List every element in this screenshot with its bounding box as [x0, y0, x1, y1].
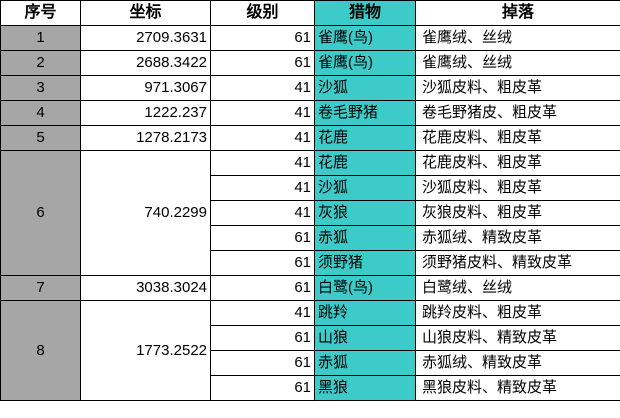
index-cell: 5: [0, 125, 81, 151]
index-cell: 8: [0, 300, 81, 401]
level-cell: 61: [210, 50, 315, 76]
table-row: 1 2709.3631 61 雀鹰(鸟) 雀鹰绒、丝绒: [0, 25, 620, 51]
drop-cell: 卷毛野猪皮、粗皮革: [415, 100, 620, 126]
drop-cell: 花鹿皮料、粗皮革: [415, 125, 620, 151]
level-cell: 41: [210, 300, 315, 326]
drop-cell: 雀鹰绒、丝绒: [415, 25, 620, 51]
prey-cell: 黑狼: [314, 375, 416, 401]
table-row: 61 黑狼 黑狼皮料、精致皮革: [1, 375, 620, 401]
table-row: 4 1222.237 41 卷毛野猪 卷毛野猪皮、粗皮革: [0, 100, 620, 126]
index-cell: 7: [0, 275, 81, 301]
header-index: 序号: [0, 0, 81, 26]
header-coord: 坐标: [80, 0, 211, 26]
table-row: 41 沙狐 沙狐皮料、粗皮革: [1, 175, 620, 201]
index-cell: 2: [0, 50, 81, 76]
table-row: 5 1278.2173 41 花鹿 花鹿皮料、粗皮革: [0, 125, 620, 151]
level-cell: 61: [210, 325, 315, 351]
drop-cell: 赤狐绒、精致皮革: [415, 350, 620, 376]
drop-cell: 沙狐皮料、粗皮革: [415, 175, 620, 201]
index-cell: 3: [0, 75, 81, 101]
prey-cell: 白鹭(鸟): [314, 275, 416, 301]
prey-cell: 灰狼: [314, 200, 416, 226]
drop-cell: 山狼皮料、精致皮革: [415, 325, 620, 351]
coord-cell: 971.3067: [80, 75, 211, 101]
header-row: 序号 坐标 级别 猎物 掉落: [0, 0, 620, 26]
prey-cell: 花鹿: [314, 150, 416, 176]
table-row: 61 须野猪 须野猪皮料、精致皮革: [1, 250, 620, 276]
prey-cell: 雀鹰(鸟): [314, 50, 416, 76]
level-cell: 41: [210, 175, 315, 201]
header-drop: 掉落: [415, 0, 620, 26]
drop-cell: 花鹿皮料、粗皮革: [415, 150, 620, 176]
coord-cell: 3038.3024: [80, 275, 211, 301]
coord-cell: 2709.3631: [80, 25, 211, 51]
index-cell: 1: [0, 25, 81, 51]
table-row: 61 赤狐 赤狐绒、精致皮革: [1, 350, 620, 376]
table-row: 61 赤狐 赤狐绒、精致皮革: [1, 225, 620, 251]
table-row: 7 3038.3024 61 白鹭(鸟) 白鹭绒、丝绒: [0, 275, 620, 301]
level-cell: 61: [210, 375, 315, 401]
coord-cell: 1278.2173: [80, 125, 211, 151]
index-cell: 6: [0, 150, 81, 276]
header-prey: 猎物: [314, 0, 416, 26]
prey-cell: 卷毛野猪: [314, 100, 416, 126]
level-cell: 41: [210, 75, 315, 101]
coord-cell: 1773.2522: [80, 300, 211, 401]
drop-cell: 赤狐绒、精致皮革: [415, 225, 620, 251]
level-cell: 61: [210, 250, 315, 276]
level-cell: 61: [210, 225, 315, 251]
header-level: 级别: [210, 0, 315, 26]
drop-cell: 灰狼皮料、粗皮革: [415, 200, 620, 226]
prey-cell: 跳羚: [314, 300, 416, 326]
table-row: 6 740.2299 41 花鹿 花鹿皮料、粗皮革: [0, 150, 620, 276]
table-body: 1 2709.3631 61 雀鹰(鸟) 雀鹰绒、丝绒 2 2688.3422 …: [0, 25, 620, 401]
drop-cell: 白鹭绒、丝绒: [415, 275, 620, 301]
prey-cell: 沙狐: [314, 75, 416, 101]
table-row: 3 971.3067 41 沙狐 沙狐皮料、粗皮革: [0, 75, 620, 101]
coord-cell: 2688.3422: [80, 50, 211, 76]
level-cell: 61: [210, 350, 315, 376]
prey-cell: 须野猪: [314, 250, 416, 276]
level-cell: 41: [210, 150, 315, 176]
index-cell: 4: [0, 100, 81, 126]
level-cell: 41: [210, 200, 315, 226]
coord-cell: 1222.237: [80, 100, 211, 126]
table-row: 61 山狼 山狼皮料、精致皮革: [1, 325, 620, 351]
drop-cell: 沙狐皮料、粗皮革: [415, 75, 620, 101]
prey-cell: 赤狐: [314, 350, 416, 376]
table-row: 8 1773.2522 41 跳羚 跳羚皮料、粗皮革: [0, 300, 620, 401]
level-cell: 41: [210, 100, 315, 126]
drop-cell: 黑狼皮料、精致皮革: [415, 375, 620, 401]
drop-cell: 跳羚皮料、粗皮革: [415, 300, 620, 326]
level-cell: 61: [210, 25, 315, 51]
table-row: 2 2688.3422 61 雀鹰(鸟) 雀鹰绒、丝绒: [0, 50, 620, 76]
drop-cell: 须野猪皮料、精致皮革: [415, 250, 620, 276]
prey-cell: 花鹿: [314, 125, 416, 151]
hunting-table: 序号 坐标 级别 猎物 掉落 1 2709.3631 61 雀鹰(鸟) 雀鹰绒、…: [0, 0, 620, 401]
table-row: 41 灰狼 灰狼皮料、粗皮革: [1, 200, 620, 226]
prey-cell: 赤狐: [314, 225, 416, 251]
coord-cell: 740.2299: [80, 150, 211, 276]
level-cell: 61: [210, 275, 315, 301]
prey-cell: 沙狐: [314, 175, 416, 201]
drop-cell: 雀鹰绒、丝绒: [415, 50, 620, 76]
level-cell: 41: [210, 125, 315, 151]
prey-cell: 山狼: [314, 325, 416, 351]
prey-cell: 雀鹰(鸟): [314, 25, 416, 51]
